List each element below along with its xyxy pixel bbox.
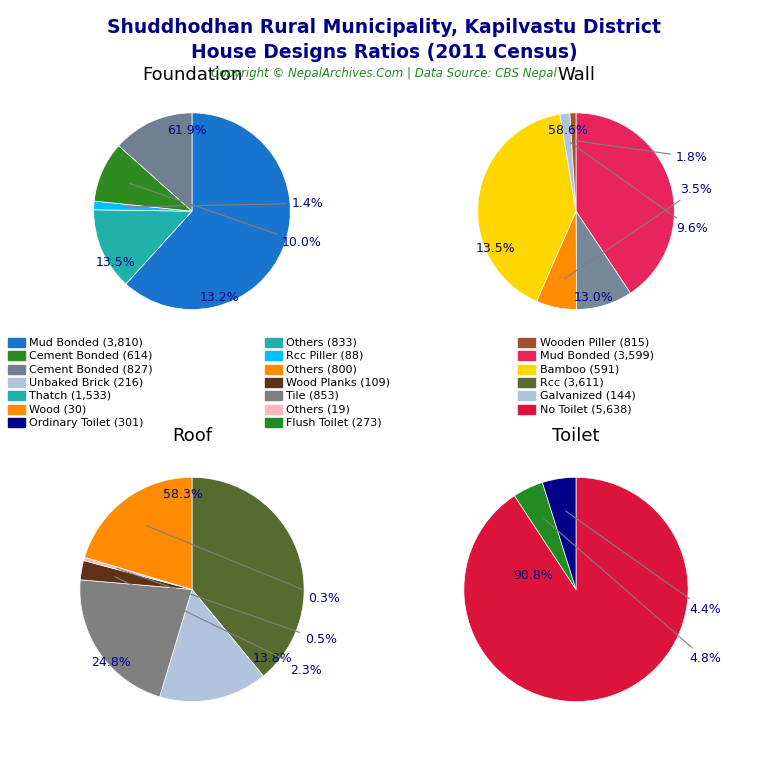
Text: Rcc Piller (88): Rcc Piller (88) (286, 350, 364, 360)
Text: Galvanized (144): Galvanized (144) (540, 391, 636, 401)
Wedge shape (576, 113, 674, 293)
Text: 2.3%: 2.3% (115, 577, 323, 677)
Wedge shape (81, 561, 192, 590)
Bar (265, 405, 282, 414)
Text: Others (833): Others (833) (286, 337, 357, 347)
Text: 3.5%: 3.5% (564, 183, 712, 279)
Title: Wall: Wall (557, 66, 595, 84)
Bar (8, 405, 25, 414)
Wedge shape (576, 211, 631, 310)
Text: Wood Planks (109): Wood Planks (109) (286, 378, 390, 388)
Bar (8, 351, 25, 360)
Text: House Designs Ratios (2011 Census): House Designs Ratios (2011 Census) (190, 43, 578, 62)
Text: Wooden Piller (815): Wooden Piller (815) (540, 337, 649, 347)
Text: No Toilet (5,638): No Toilet (5,638) (540, 405, 631, 415)
Title: Foundation: Foundation (142, 66, 242, 84)
Bar (8, 392, 25, 400)
Text: Copyright © NepalArchives.Com | Data Source: CBS Nepal: Copyright © NepalArchives.Com | Data Sou… (211, 67, 557, 80)
Text: Rcc (3,611): Rcc (3,611) (540, 378, 604, 388)
Bar (518, 338, 535, 346)
Text: 1.8%: 1.8% (577, 141, 708, 164)
Text: Cement Bonded (614): Cement Bonded (614) (29, 350, 153, 360)
Text: 0.3%: 0.3% (147, 526, 340, 605)
Text: 58.3%: 58.3% (163, 488, 203, 501)
Text: 10.0%: 10.0% (130, 184, 322, 249)
Text: 1.4%: 1.4% (124, 197, 324, 210)
Text: Others (800): Others (800) (286, 364, 357, 374)
Wedge shape (570, 113, 576, 211)
Wedge shape (478, 114, 576, 301)
Bar (8, 365, 25, 373)
Text: Wood (30): Wood (30) (29, 405, 87, 415)
Bar (265, 392, 282, 400)
Text: 13.2%: 13.2% (200, 291, 240, 304)
Bar (265, 338, 282, 346)
Title: Toilet: Toilet (552, 427, 600, 445)
Bar (518, 378, 535, 387)
Wedge shape (94, 146, 192, 211)
Bar (518, 405, 535, 414)
Wedge shape (515, 482, 576, 590)
Text: 4.8%: 4.8% (544, 518, 721, 665)
Text: Ordinary Toilet (301): Ordinary Toilet (301) (29, 418, 144, 428)
Text: 58.6%: 58.6% (548, 124, 588, 137)
Bar (518, 351, 535, 360)
Text: Mud Bonded (3,810): Mud Bonded (3,810) (29, 337, 143, 347)
Wedge shape (192, 478, 304, 676)
Text: 13.0%: 13.0% (574, 291, 614, 304)
Text: 0.5%: 0.5% (117, 568, 337, 647)
Wedge shape (537, 211, 577, 310)
Text: 61.9%: 61.9% (167, 124, 207, 137)
Bar (8, 378, 25, 387)
Text: Thatch (1,533): Thatch (1,533) (29, 391, 111, 401)
Bar (265, 351, 282, 360)
Text: 9.6%: 9.6% (571, 143, 708, 236)
Bar (265, 365, 282, 373)
Wedge shape (560, 113, 576, 211)
Wedge shape (464, 478, 688, 701)
Wedge shape (84, 558, 192, 590)
Text: 4.4%: 4.4% (566, 511, 721, 616)
Text: Others (19): Others (19) (286, 405, 350, 415)
Text: 24.8%: 24.8% (91, 656, 131, 669)
Bar (265, 419, 282, 428)
Bar (265, 378, 282, 387)
Wedge shape (80, 580, 192, 697)
Wedge shape (160, 590, 263, 701)
Text: 90.8%: 90.8% (514, 570, 553, 582)
Text: Shuddhodhan Rural Municipality, Kapilvastu District: Shuddhodhan Rural Municipality, Kapilvas… (107, 18, 661, 38)
Wedge shape (94, 210, 192, 284)
Wedge shape (126, 113, 290, 310)
Text: Cement Bonded (827): Cement Bonded (827) (29, 364, 153, 374)
Text: Flush Toilet (273): Flush Toilet (273) (286, 418, 382, 428)
Text: Unbaked Brick (216): Unbaked Brick (216) (29, 378, 144, 388)
Title: Roof: Roof (172, 427, 212, 445)
Bar (518, 365, 535, 373)
Wedge shape (84, 478, 192, 590)
Text: 13.5%: 13.5% (475, 242, 515, 255)
Wedge shape (94, 201, 192, 211)
Bar (8, 338, 25, 346)
Bar (8, 419, 25, 428)
Text: Bamboo (591): Bamboo (591) (540, 364, 619, 374)
Wedge shape (119, 113, 192, 211)
Bar (518, 392, 535, 400)
Text: Tile (853): Tile (853) (286, 391, 339, 401)
Text: 13.5%: 13.5% (95, 256, 135, 269)
Wedge shape (542, 478, 576, 590)
Text: 13.8%: 13.8% (253, 653, 293, 665)
Text: Mud Bonded (3,599): Mud Bonded (3,599) (540, 350, 654, 360)
